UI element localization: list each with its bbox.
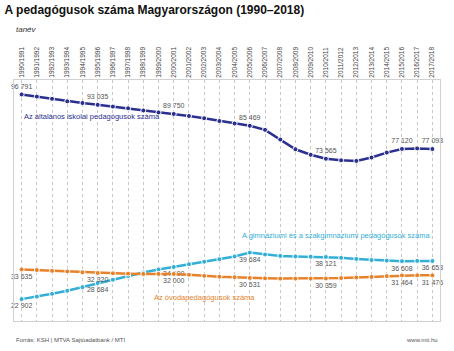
svg-text:2005/2006: 2005/2006 [246, 47, 253, 78]
svg-text:31 464: 31 464 [391, 279, 413, 286]
svg-text:2009/2010: 2009/2010 [307, 47, 314, 78]
svg-text:77 093: 77 093 [422, 137, 444, 144]
svg-text:34 500: 34 500 [163, 270, 185, 277]
svg-text:30 531: 30 531 [239, 281, 261, 288]
svg-text:1990/1991: 1990/1991 [18, 47, 25, 78]
svg-text:89 750: 89 750 [163, 102, 185, 109]
svg-text:1994/1995: 1994/1995 [79, 47, 86, 78]
svg-text:31 476: 31 476 [422, 279, 444, 286]
svg-text:2007/2008: 2007/2008 [276, 47, 283, 78]
svg-text:28 684: 28 684 [87, 286, 109, 293]
svg-text:www.mti.hu: www.mti.hu [406, 337, 438, 343]
svg-text:2016/2017: 2016/2017 [413, 47, 420, 78]
svg-text:96 791: 96 791 [11, 83, 33, 90]
svg-text:85 469: 85 469 [239, 114, 261, 121]
svg-text:1991/1992: 1991/1992 [33, 47, 40, 78]
svg-text:2004/2005: 2004/2005 [231, 47, 238, 78]
svg-text:39 684: 39 684 [239, 256, 261, 263]
svg-text:33 635: 33 635 [11, 273, 33, 280]
svg-text:2015/2016: 2015/2016 [398, 47, 405, 78]
svg-text:1995/1996: 1995/1996 [94, 47, 101, 78]
svg-text:1993/1994: 1993/1994 [63, 47, 70, 78]
svg-text:32 000: 32 000 [163, 277, 185, 284]
svg-text:2010/2011: 2010/2011 [322, 47, 329, 78]
svg-text:Forrás: KSH | MTVA Sajtóadatba: Forrás: KSH | MTVA Sajtóadatbank / MTI [16, 337, 125, 343]
svg-text:2008/2009: 2008/2009 [292, 47, 299, 78]
svg-text:36 653: 36 653 [422, 264, 444, 271]
svg-text:A gimnáziumi és a szakgimnáziu: A gimnáziumi és a szakgimnáziumi pedagóg… [242, 231, 430, 240]
svg-text:77 120: 77 120 [391, 137, 413, 144]
svg-text:22 902: 22 902 [11, 302, 33, 309]
svg-text:tanév: tanév [16, 25, 37, 34]
svg-text:36 608: 36 608 [391, 265, 413, 272]
svg-text:32 320: 32 320 [87, 276, 109, 283]
svg-text:Az általános iskolai pedagógus: Az általános iskolai pedagógusok száma [24, 112, 160, 121]
svg-text:30 359: 30 359 [315, 282, 337, 289]
svg-text:73 565: 73 565 [315, 147, 337, 154]
svg-text:Az óvodapedagógusok száma: Az óvodapedagógusok száma [154, 293, 255, 302]
svg-text:1996/1997: 1996/1997 [109, 47, 116, 78]
svg-text:2006/2007: 2006/2007 [261, 47, 268, 78]
svg-text:2001/2002: 2001/2002 [185, 47, 192, 78]
svg-text:38 121: 38 121 [315, 260, 337, 267]
svg-text:2000/2001: 2000/2001 [170, 47, 177, 78]
svg-text:2003/2004: 2003/2004 [216, 47, 223, 78]
svg-text:93 035: 93 035 [87, 93, 109, 100]
svg-text:A pedagógusok száma Magyarorsz: A pedagógusok száma Magyarországon (1990… [5, 3, 305, 17]
svg-text:1997/1998: 1997/1998 [124, 47, 131, 78]
svg-text:2017/2018: 2017/2018 [429, 47, 436, 78]
svg-text:2013/2014: 2013/2014 [368, 47, 375, 78]
svg-text:2014/2015: 2014/2015 [383, 47, 390, 78]
svg-text:1998/1999: 1998/1999 [139, 47, 146, 78]
svg-text:2011/2012: 2011/2012 [337, 47, 344, 78]
svg-text:1999/2000: 1999/2000 [155, 47, 162, 78]
svg-text:2012/2013: 2012/2013 [352, 47, 359, 78]
svg-text:1992/1993: 1992/1993 [48, 47, 55, 78]
svg-text:2002/2003: 2002/2003 [200, 47, 207, 78]
